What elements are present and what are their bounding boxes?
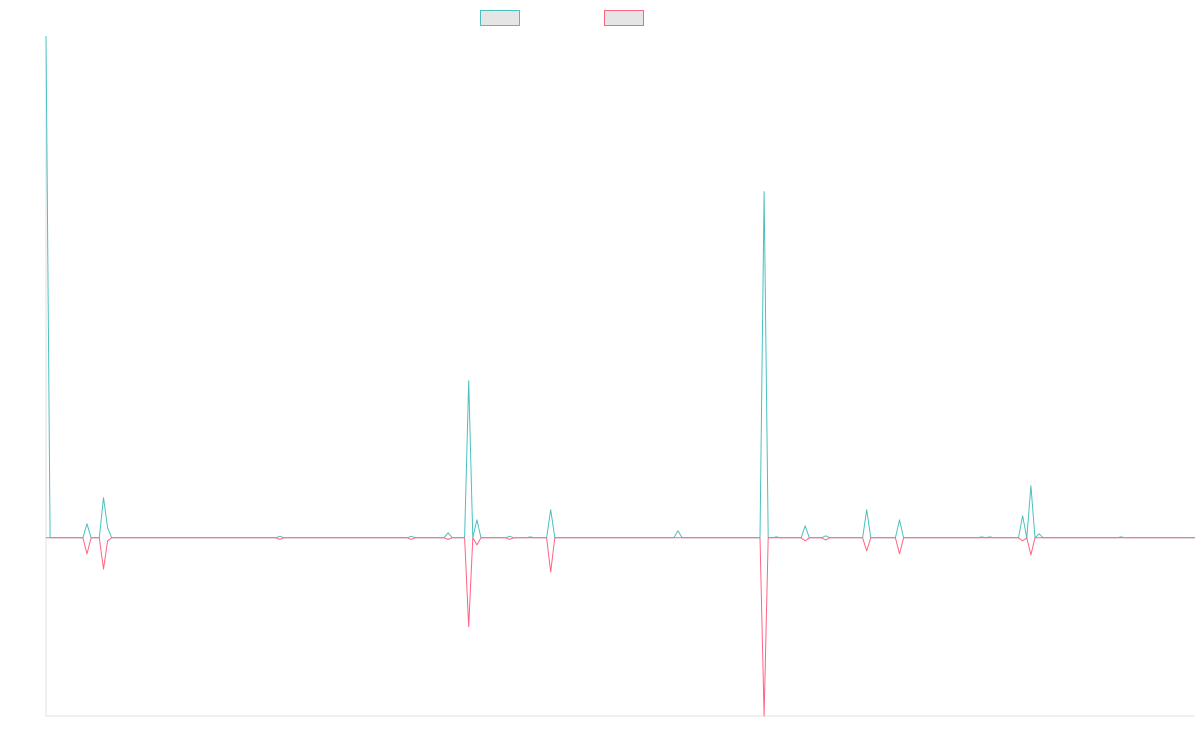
- legend-swatch-series-2[interactable]: [604, 10, 644, 26]
- series-line-1: [45, 35, 1195, 539]
- legend-swatch-series-1[interactable]: [480, 10, 520, 26]
- series-line-2: [46, 537, 1195, 717]
